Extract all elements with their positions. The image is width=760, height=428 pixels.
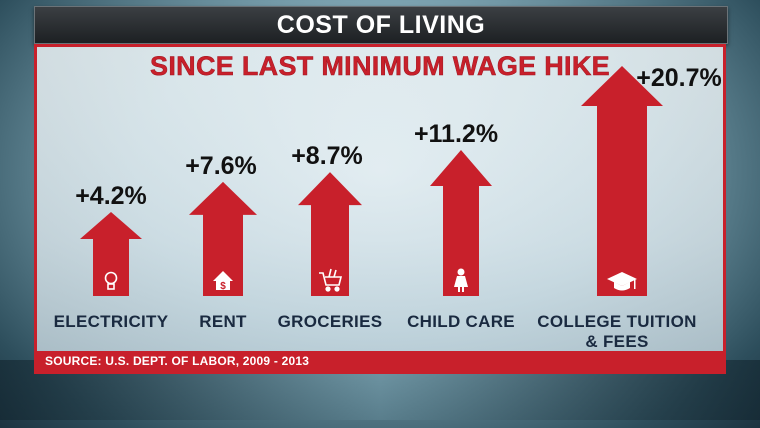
bar-arrow bbox=[430, 150, 492, 296]
category-label: GROCERIES bbox=[278, 312, 383, 331]
page-title: COST OF LIVING bbox=[276, 10, 486, 39]
data-label: +8.7% bbox=[291, 142, 363, 170]
house-dollar-icon: $ bbox=[213, 271, 233, 292]
child-icon bbox=[454, 268, 468, 292]
bar-arrow bbox=[298, 172, 362, 296]
category-label: COLLEGE TUITION bbox=[537, 312, 696, 331]
bar-arrow bbox=[80, 212, 142, 296]
source-bar: SOURCE: U.S. DEPT. OF LABOR, 2009 - 2013 bbox=[37, 351, 723, 371]
bar-arrow bbox=[189, 181, 257, 296]
data-label: +4.2% bbox=[75, 182, 147, 210]
grocery-cart-icon bbox=[319, 268, 343, 292]
data-label: +20.7% bbox=[636, 64, 722, 92]
data-label: +7.6% bbox=[185, 152, 257, 180]
title-bar: COST OF LIVING bbox=[34, 6, 728, 44]
category-label: ELECTRICITY bbox=[54, 312, 169, 331]
svg-text:$: $ bbox=[220, 281, 226, 292]
category-label: & FEES bbox=[585, 332, 648, 351]
chart-subtitle: SINCE LAST MINIMUM WAGE HIKE bbox=[150, 51, 610, 82]
lightbulb-icon bbox=[104, 271, 118, 290]
bar-arrow bbox=[581, 66, 663, 296]
graduation-cap-icon bbox=[607, 272, 637, 291]
source-text: SOURCE: U.S. DEPT. OF LABOR, 2009 - 2013 bbox=[45, 354, 310, 368]
category-label: CHILD CARE bbox=[407, 312, 515, 331]
data-label: +11.2% bbox=[414, 120, 498, 148]
category-label: RENT bbox=[199, 312, 247, 331]
